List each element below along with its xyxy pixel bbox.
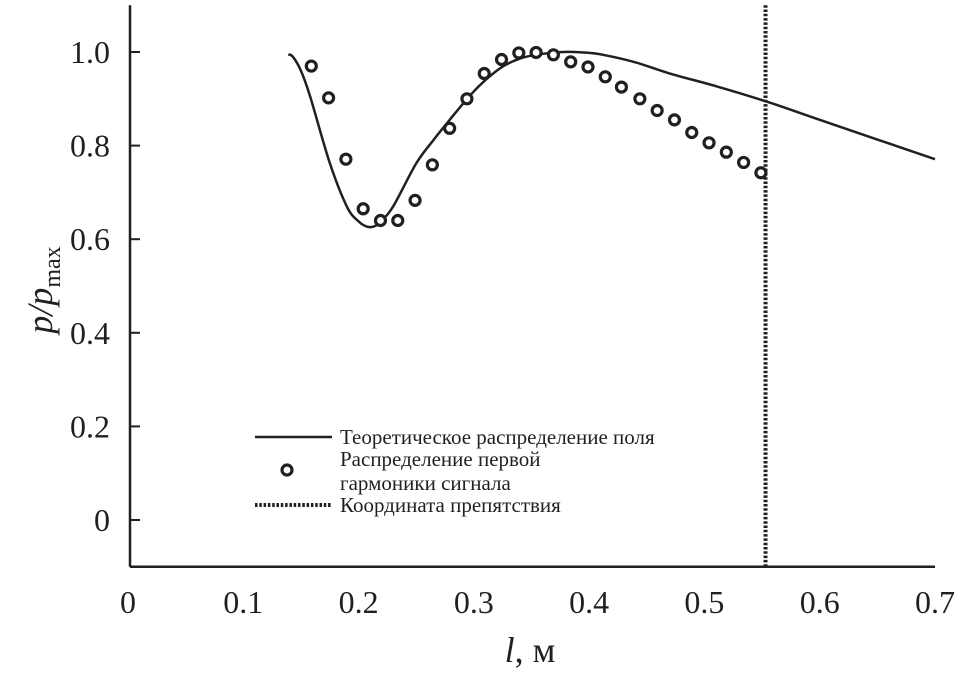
y-tick-label: 0 bbox=[94, 502, 110, 538]
legend-label-theoretical: Теоретическое распределение поля bbox=[340, 425, 655, 449]
harmonic-data-point bbox=[460, 92, 474, 106]
harmonic-data-point bbox=[425, 158, 439, 172]
harmonic-data-point bbox=[737, 155, 751, 170]
harmonic-data-point bbox=[546, 48, 561, 62]
y-tick-label: 0.2 bbox=[70, 408, 110, 444]
legend-label-harmonic-line2: гармоники сигнала bbox=[340, 471, 511, 495]
x-tick-labels: 0 0.1 0.2 0.3 0.4 0.5 0.6 0.7 bbox=[120, 584, 955, 620]
harmonic-data-point bbox=[614, 80, 629, 94]
harmonic-data-point bbox=[494, 52, 509, 67]
x-tick-label: 0.3 bbox=[454, 584, 494, 620]
harmonic-data-point bbox=[391, 213, 405, 228]
harmonic-data-point bbox=[598, 70, 612, 84]
y-axis-label: p/pmax bbox=[20, 246, 66, 336]
axes bbox=[128, 5, 935, 569]
x-tick-label: 0.1 bbox=[223, 584, 263, 620]
y-tick-label: 0.6 bbox=[70, 221, 110, 257]
harmonic-data-point bbox=[754, 166, 768, 180]
y-tick-label: 0.4 bbox=[70, 315, 110, 351]
harmonic-data-point bbox=[512, 46, 526, 60]
y-tick-label: 0.8 bbox=[70, 128, 110, 164]
harmonic-data-point bbox=[719, 145, 733, 159]
legend-label-obstacle: Координата препятствия bbox=[340, 493, 561, 517]
legend-circle-marker-swatch bbox=[280, 463, 294, 477]
legend: Теоретическое распределение поля Распред… bbox=[255, 425, 655, 517]
x-tick-label: 0 bbox=[120, 584, 136, 620]
harmonic-data-point bbox=[304, 59, 318, 73]
x-tick-label: 0.4 bbox=[569, 584, 609, 620]
harmonic-data-point bbox=[321, 91, 336, 105]
harmonic-data-point bbox=[667, 113, 682, 127]
y-tick-labels: 0 0.2 0.4 0.6 0.8 1.0 bbox=[70, 34, 110, 538]
harmonic-data-point bbox=[443, 121, 457, 135]
y-tick-label: 1.0 bbox=[70, 34, 110, 70]
x-tick-label: 0.5 bbox=[684, 584, 724, 620]
harmonic-data-point bbox=[685, 125, 699, 140]
x-axis-label: l, м bbox=[505, 630, 556, 670]
harmonic-data-point bbox=[564, 55, 578, 69]
x-tick-label: 0.2 bbox=[339, 584, 379, 620]
harmonic-data-point bbox=[633, 92, 647, 106]
x-tick-label: 0.6 bbox=[800, 584, 840, 620]
harmonic-data-point bbox=[581, 60, 595, 74]
harmonic-data-point bbox=[339, 152, 353, 166]
harmonic-data-point bbox=[477, 66, 491, 81]
harmonic-data-point bbox=[408, 193, 422, 207]
x-tick-label: 0.7 bbox=[915, 584, 955, 620]
legend-label-harmonic-line1: Распределение первой bbox=[340, 447, 541, 471]
plot-area bbox=[287, 5, 936, 567]
harmonic-data-point bbox=[356, 202, 370, 216]
harmonic-data-point bbox=[650, 103, 664, 118]
harmonic-data-point bbox=[529, 45, 543, 60]
harmonic-data-point bbox=[373, 213, 388, 228]
harmonic-data-point bbox=[702, 136, 716, 150]
